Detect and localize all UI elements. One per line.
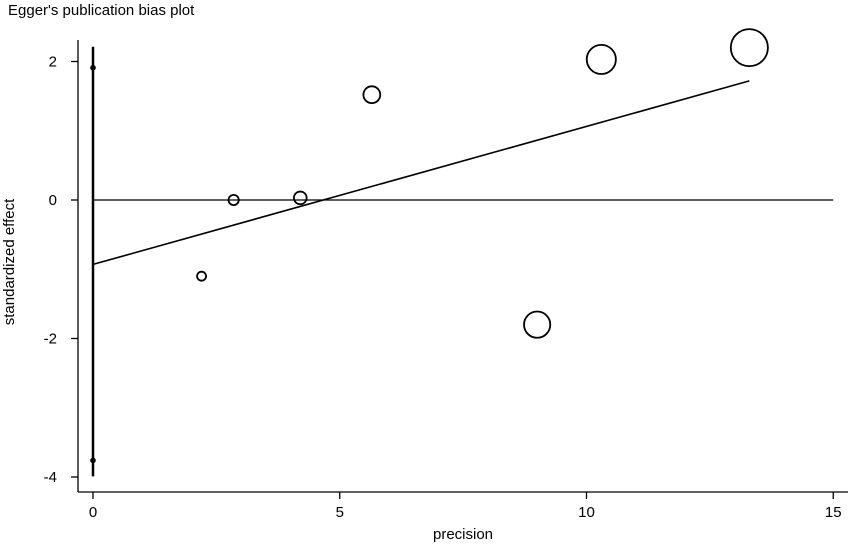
study-point [362,85,382,105]
y-tick-label: 2 [49,54,57,71]
study-point [196,270,207,282]
study-point [523,310,552,339]
y-axis-label: standardized effect [1,198,18,325]
study-point [585,43,617,75]
axes: 2 0 -2 -4 0 5 10 15 [44,40,848,521]
study-point [227,193,240,207]
chart-title: Egger's publication bias plot [8,2,195,19]
x-tick-label: 15 [825,504,842,521]
y-tick-label: 0 [49,192,57,209]
regression-line [92,80,750,266]
plot-area [90,28,834,477]
study-point [729,28,769,68]
study-point [293,190,308,206]
intercept-ci-upper-marker [90,64,96,71]
x-tick-label: 5 [336,504,344,521]
x-tick-label: 0 [89,504,97,521]
x-axis-label: precision [433,526,493,542]
y-tick-label: -2 [44,331,57,348]
intercept-ci-lower-marker [90,457,96,464]
y-tick-label: -4 [44,469,57,486]
x-tick-label: 10 [578,504,595,521]
